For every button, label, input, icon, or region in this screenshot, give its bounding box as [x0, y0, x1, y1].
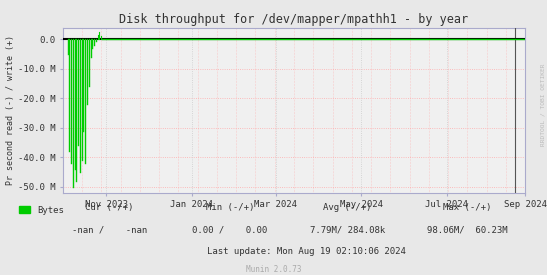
Text: Max (-/+): Max (-/+) [444, 204, 492, 212]
Text: -nan /    -nan: -nan / -nan [72, 226, 147, 234]
Text: 98.06M/  60.23M: 98.06M/ 60.23M [427, 226, 508, 234]
Text: RRDTOOL / TOBI OETIKER: RRDTOOL / TOBI OETIKER [540, 63, 545, 146]
Text: 0.00 /    0.00: 0.00 / 0.00 [192, 226, 267, 234]
Y-axis label: Pr second read (-) / write (+): Pr second read (-) / write (+) [6, 35, 15, 185]
Text: Last update: Mon Aug 19 02:10:06 2024: Last update: Mon Aug 19 02:10:06 2024 [207, 248, 406, 256]
Text: Avg (-/+): Avg (-/+) [323, 204, 371, 212]
Text: Cur (-/+): Cur (-/+) [85, 204, 133, 212]
Text: 7.79M/ 284.08k: 7.79M/ 284.08k [310, 226, 385, 234]
Legend: Bytes: Bytes [15, 202, 68, 218]
Text: Munin 2.0.73: Munin 2.0.73 [246, 265, 301, 274]
Title: Disk throughput for /dev/mapper/mpathh1 - by year: Disk throughput for /dev/mapper/mpathh1 … [119, 13, 469, 26]
Text: Min (-/+): Min (-/+) [206, 204, 254, 212]
